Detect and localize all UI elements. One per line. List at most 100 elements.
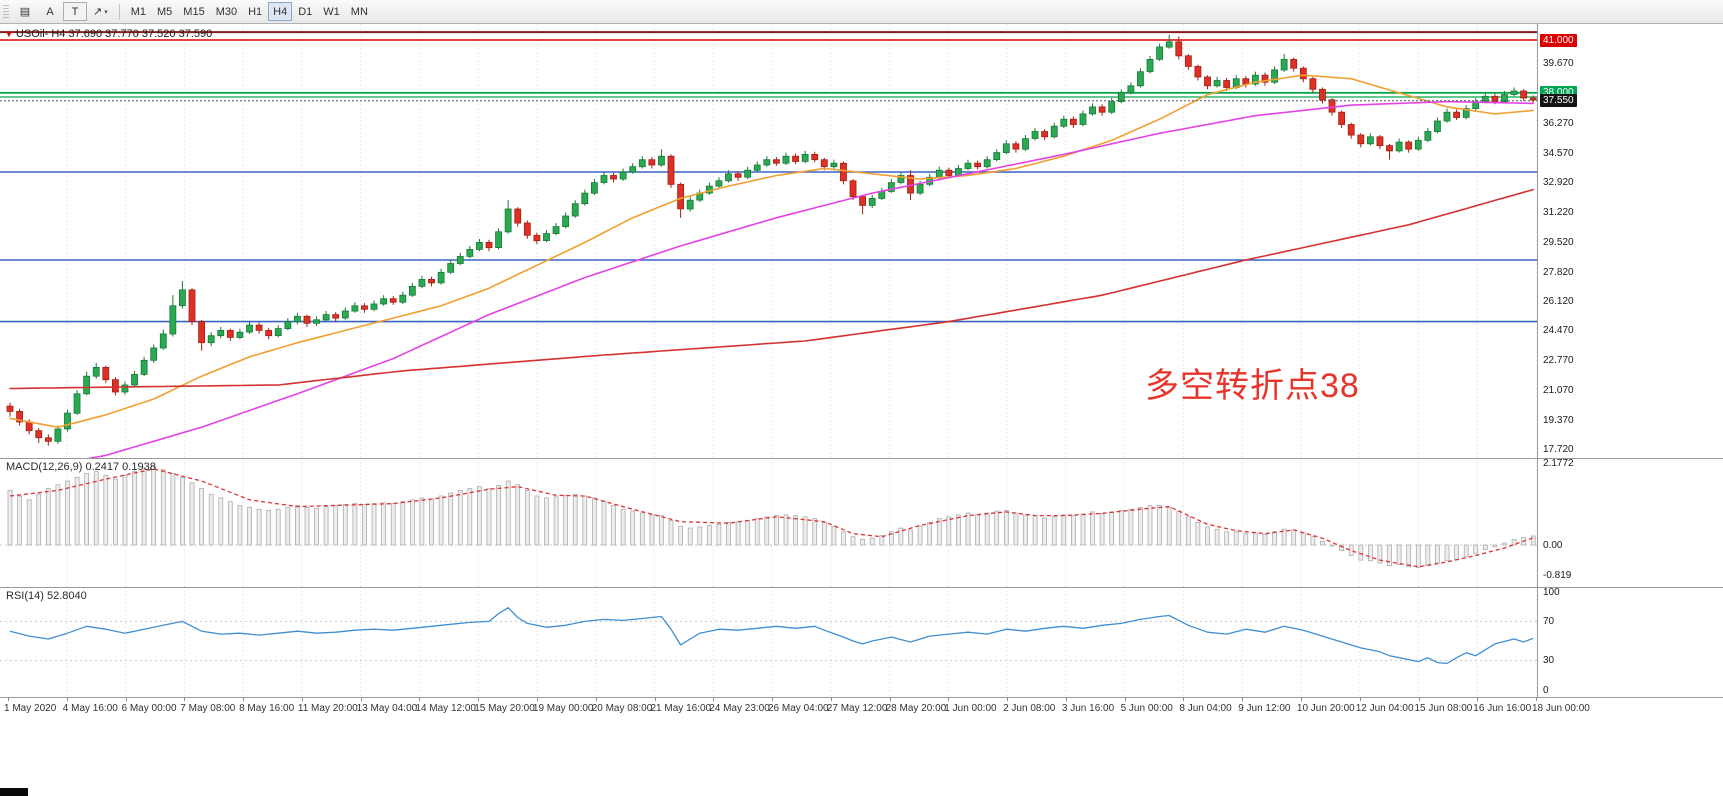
macd-scale-label: 0.00 [1543, 539, 1563, 551]
time-axis-label: 9 Jun 12:00 [1238, 703, 1291, 714]
rsi-scale-label: 30 [1543, 655, 1555, 667]
ma-fast-line [9, 74, 1534, 428]
rsi-scale-label: 100 [1543, 586, 1560, 598]
price-axis-label: 31.220 [1543, 206, 1574, 218]
macd-scale-label: -0.819 [1543, 570, 1572, 582]
price-axis-label: 34.570 [1543, 147, 1574, 159]
tool-draw-line-button[interactable]: ↗ ▾ [93, 6, 108, 18]
timeframe-M5-button[interactable]: M5 [157, 5, 173, 18]
price-axis-label: 32.920 [1543, 176, 1574, 188]
symbol-title: ▼ USOil- H4 37.690 37.770 37.520 37.590 [5, 28, 212, 40]
price-axis-label: 27.820 [1543, 266, 1574, 278]
price-axis-label: 29.520 [1543, 236, 1574, 248]
time-tick [478, 698, 480, 701]
time-tick [301, 698, 303, 701]
time-tick [1418, 698, 1420, 701]
price-axis-label: 19.370 [1543, 415, 1574, 427]
ma-slow-line [9, 188, 1534, 390]
price-axis[interactable]: 41.000 39.670 38.000 37.550 36.270 34.570 32.9… [1538, 24, 1723, 698]
rsi-panel-canvas[interactable] [0, 587, 1537, 697]
price-axis-border [1537, 24, 1538, 698]
time-tick [713, 698, 715, 701]
time-tick [1124, 698, 1126, 701]
rsi-scale-label: 0 [1543, 684, 1549, 696]
time-tick [1359, 698, 1361, 701]
toolbar: ▤ A T ↗ ▾ M1 M5 M15 M30 H1 H4 D1 W1 MN [0, 0, 1723, 24]
symbol-quote-line: USOil- H4 37.690 37.770 37.520 37.590 [15, 28, 213, 40]
time-tick [889, 698, 891, 701]
time-axis-label: 4 May 16:00 [62, 703, 118, 714]
timeframe-M1-button[interactable]: M1 [130, 5, 147, 18]
tool-chart-mode-button[interactable]: ▤ [19, 6, 31, 18]
time-tick [1477, 698, 1479, 701]
macd-scale-label: 2.1772 [1543, 457, 1574, 469]
timeframe-H4-button[interactable]: H4 [268, 2, 293, 21]
timeframe-button-group: M1 M5 M15 M30 H1 H4 D1 W1 MN [126, 2, 373, 21]
time-axis-label: 14 May 12:00 [415, 703, 476, 714]
time-tick [1242, 698, 1244, 701]
time-axis[interactable]: 1 May 2020 4 May 16:00 6 May 00:00 7 May 08… [0, 698, 1723, 720]
price-axis-label: 39.670 [1543, 57, 1574, 69]
time-tick [8, 698, 9, 701]
time-tick [948, 698, 950, 701]
panel-separator-macd[interactable] [0, 458, 1723, 459]
timeframe-M30-button[interactable]: M30 [215, 5, 238, 18]
price-axis-label: 24.470 [1543, 325, 1574, 337]
time-tick [243, 698, 245, 701]
time-axis-label: 3 Jun 16:00 [1061, 703, 1115, 714]
time-tick [654, 698, 656, 701]
price-axis-label: 41.000 [1540, 33, 1577, 47]
rsi-indicator-label: RSI(14) 52.8040 [6, 590, 87, 602]
timeframe-MN-button[interactable]: MN [350, 5, 368, 18]
time-axis-label: 10 Jun 20:00 [1296, 703, 1355, 714]
time-tick [772, 698, 773, 701]
toolbar-grip[interactable] [3, 4, 9, 19]
time-axis-label: 6 May 00:00 [121, 703, 177, 714]
time-tick [830, 698, 832, 701]
price-axis-label: 17.720 [1543, 444, 1574, 456]
time-axis-label: 24 May 23:00 [709, 703, 770, 714]
macd-panel-canvas[interactable] [0, 458, 1537, 587]
tool-button-group: ▤ A T ↗ ▾ [13, 2, 113, 21]
time-axis-label: 19 May 00:00 [532, 703, 594, 714]
time-tick [1183, 698, 1185, 701]
symbol-marker-icon: ▼ [5, 30, 13, 39]
time-tick [536, 698, 538, 701]
time-tick [66, 698, 68, 701]
macd-indicator-label: MACD(12,26,9) 0.2417 0.1938 [6, 461, 156, 473]
time-tick [360, 698, 362, 701]
timeframe-W1-button[interactable]: W1 [323, 5, 340, 18]
chart-annotation: 多空转折点38 [1145, 367, 1360, 405]
timeframe-D1-button[interactable]: D1 [298, 5, 313, 18]
toolbar-separator [118, 3, 120, 20]
price-chart-canvas[interactable] [0, 24, 1537, 458]
time-tick [1536, 698, 1537, 701]
tool-cursor-button[interactable]: A [46, 5, 54, 18]
price-axis-label: 26.120 [1543, 296, 1574, 308]
time-tick [419, 698, 421, 701]
timeframe-M15-button[interactable]: M15 [183, 5, 205, 18]
time-axis-label: 15 Jun 08:00 [1414, 703, 1473, 714]
time-axis-label: 8 May 16:00 [239, 703, 295, 714]
time-axis-separator [0, 697, 1723, 698]
time-axis-label: 11 May 20:00 [297, 703, 358, 714]
time-axis-label: 1 May 2020 [4, 703, 57, 714]
time-axis-label: 2 Jun 08:00 [1003, 703, 1056, 714]
panel-separator-rsi[interactable] [0, 587, 1723, 588]
rsi-scale-label: 70 [1543, 615, 1555, 627]
price-axis-label: 37.550 [1540, 94, 1577, 108]
time-tick [184, 698, 186, 701]
price-axis-label: 21.070 [1543, 385, 1574, 397]
time-axis-label: 26 May 04:00 [768, 703, 829, 714]
time-axis-label: 7 May 08:00 [180, 703, 236, 714]
time-axis-label: 18 Jun 00:00 [1532, 703, 1590, 714]
time-tick [595, 698, 597, 701]
time-axis-label: 28 May 20:00 [885, 703, 947, 714]
time-axis-label: 20 May 08:00 [591, 703, 653, 714]
price-axis-label: 36.270 [1543, 117, 1574, 129]
time-tick [1007, 698, 1009, 701]
dropdown-caret-icon: ▾ [104, 8, 108, 16]
timeframe-H1-button[interactable]: H1 [248, 5, 263, 18]
tool-text-label-button[interactable]: T [63, 2, 87, 21]
bottom-corner-strip [0, 788, 28, 796]
